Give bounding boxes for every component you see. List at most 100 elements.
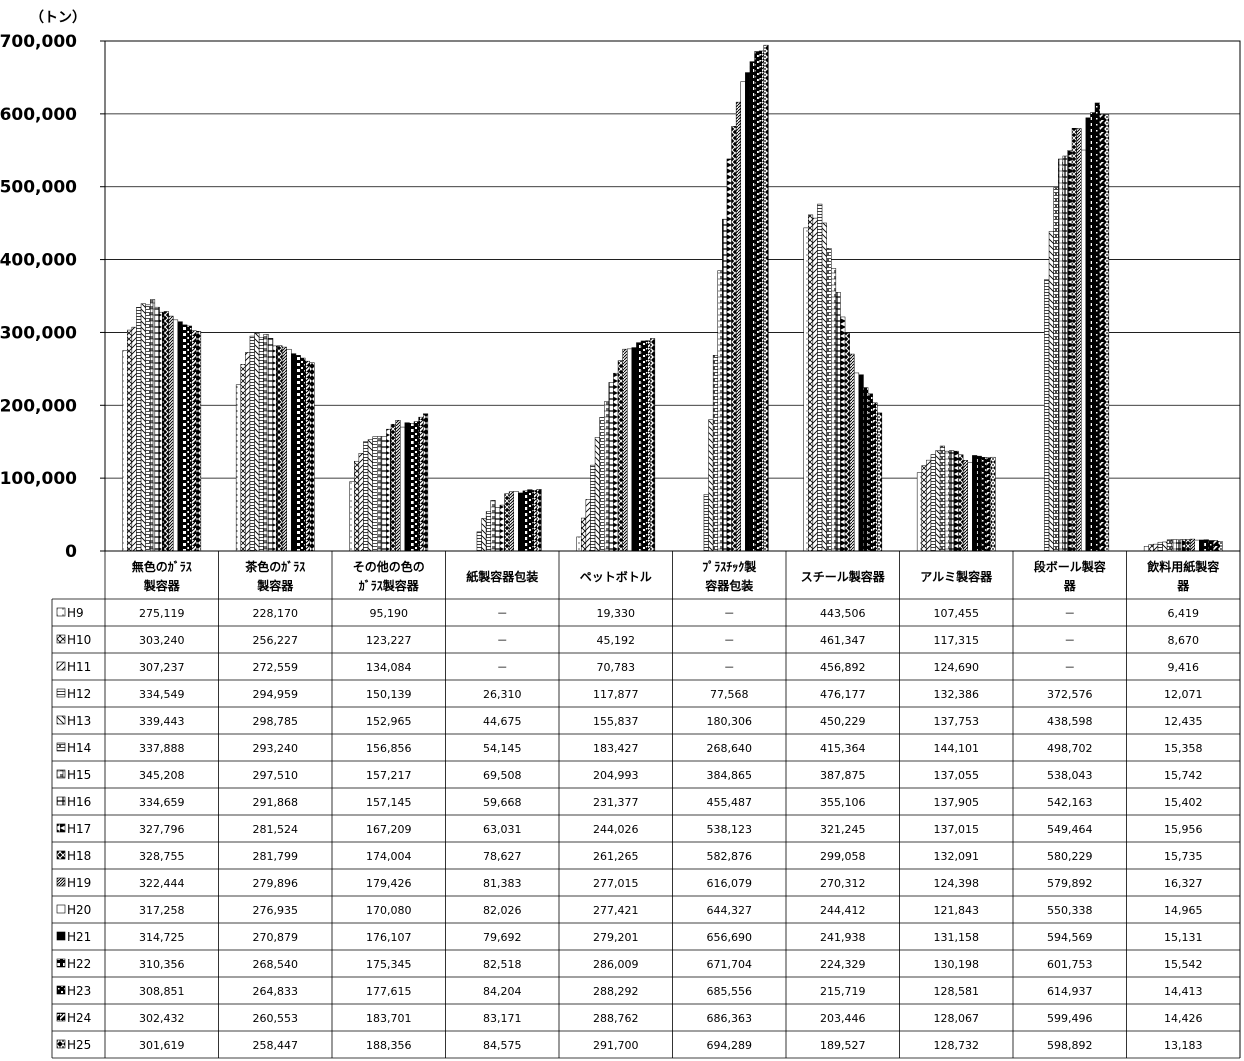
bar-H12-cat3 (476, 531, 482, 552)
table-cell: 498,702 (1047, 742, 1093, 755)
series-label: H17 (67, 822, 91, 836)
bar-H18-cat7 (958, 454, 964, 552)
table-cell: 594,569 (1047, 931, 1093, 944)
table-cell: 299,058 (820, 850, 866, 863)
bar-H17-cat4 (613, 372, 619, 552)
bar-H17-cat1 (272, 345, 278, 552)
table-cell: 310,356 (139, 958, 185, 971)
data-table: 無色のｶﾞﾗｽ 製容器 茶色のｶﾞﾗｽ 製容器 その他の色の ｶﾞﾗｽ製容器 紙製容器包装 ペ… (51, 551, 1241, 1059)
bar-H12-cat1 (249, 335, 255, 552)
table-cell: 277,421 (593, 904, 639, 917)
legend-key-H13 (56, 715, 66, 725)
table-cell: 15,735 (1164, 850, 1203, 863)
table-cell: 155,837 (593, 715, 639, 728)
table-cell: 204,993 (593, 769, 639, 782)
series-label: H14 (67, 741, 91, 755)
bar-H15-cat8 (1058, 158, 1064, 552)
table-cell: 275,119 (139, 607, 185, 620)
table-cell: 15,742 (1164, 769, 1203, 782)
bar-H25-cat6 (877, 412, 883, 552)
table-cell: 601,753 (1047, 958, 1093, 971)
table-cell: 128,581 (934, 985, 980, 998)
bar-H22-cat7 (976, 455, 982, 552)
bar-H15-cat2 (377, 436, 383, 552)
bar-H23-cat7 (981, 457, 987, 552)
bar-H25-cat7 (990, 456, 996, 552)
bar-H15-cat6 (831, 268, 837, 552)
table-cell: 308,851 (139, 985, 185, 998)
bar-H19-cat2 (395, 420, 401, 552)
series-label: H16 (67, 795, 91, 809)
table-cell: 121,843 (934, 904, 980, 917)
bar-H12-cat2 (363, 441, 369, 552)
table-cell: 301,619 (139, 1039, 185, 1052)
category-label: ﾌﾟﾗｽﾁｯｸ製 (702, 559, 757, 574)
table-cell: 291,700 (593, 1039, 639, 1052)
table-cell: 54,145 (483, 742, 522, 755)
series-label: H13 (67, 714, 91, 728)
bar-H20-cat2 (400, 426, 406, 552)
table-cell: 14,413 (1164, 985, 1203, 998)
bar-H21-cat4 (631, 347, 637, 552)
bar-H15-cat4 (604, 401, 610, 552)
bar-H19-cat9 (1189, 538, 1196, 552)
y-tick-label: 700,000 (0, 32, 77, 52)
legend-key-H20 (56, 904, 66, 914)
table-cell: 137,753 (934, 715, 980, 728)
table-cell: 189,527 (820, 1039, 866, 1052)
bar-H14-cat9 (1166, 539, 1173, 552)
table-cell: 671,704 (707, 958, 753, 971)
table-cell: 123,227 (366, 634, 412, 647)
bar-H15-cat3 (490, 500, 496, 552)
table-cell: 78,627 (483, 850, 522, 863)
bar-H21-cat8 (1085, 117, 1091, 552)
legend-key-H10 (56, 634, 66, 644)
table-cell: － (1064, 661, 1075, 674)
series-label: H18 (67, 849, 91, 863)
table-cell: 302,432 (139, 1012, 185, 1025)
table-cell: 268,540 (253, 958, 299, 971)
table-cell: 215,719 (820, 985, 866, 998)
y-tick-label: 200,000 (0, 396, 77, 416)
table-cell: 327,796 (139, 823, 185, 836)
bar-H24-cat5 (758, 50, 765, 552)
bar-H20-cat9 (1194, 539, 1200, 552)
table-cell: 83,171 (483, 1012, 522, 1025)
bar-H17-cat9 (1180, 539, 1186, 552)
table-cell: 297,510 (253, 769, 299, 782)
bar-H22-cat0 (182, 324, 188, 552)
table-cell: 279,201 (593, 931, 639, 944)
table-cell: 272,559 (253, 661, 299, 674)
table-cell: 128,067 (934, 1012, 980, 1025)
category-label: 製容器 (256, 578, 294, 593)
bar-H15-cat9 (1171, 539, 1177, 552)
legend-key-H19 (56, 877, 66, 887)
bar-H15-cat0 (150, 299, 156, 552)
bar-H23-cat2 (413, 421, 419, 552)
bar-H9-cat2 (349, 481, 355, 552)
table-cell: 455,487 (707, 796, 753, 809)
table-cell: 13,183 (1164, 1039, 1203, 1052)
y-tick-label: 300,000 (0, 323, 77, 343)
bars (122, 44, 1223, 552)
table-cell: 288,292 (593, 985, 639, 998)
bar-H23-cat5 (754, 51, 760, 552)
table-cell: 26,310 (483, 688, 522, 701)
table-cell: 443,506 (820, 607, 866, 620)
table-cell: 476,177 (820, 688, 866, 701)
bar-H17-cat0 (159, 311, 165, 552)
table-cell: 461,347 (820, 634, 866, 647)
bar-H25-cat8 (1104, 114, 1110, 552)
bar-H16-cat4 (608, 382, 614, 552)
bar-H14-cat6 (826, 248, 832, 552)
legend-key-H21 (56, 931, 66, 941)
bar-H10-cat0 (127, 329, 133, 552)
series-label: H9 (67, 606, 84, 620)
bar-H17-cat3 (499, 504, 505, 552)
bar-H20-cat0 (173, 319, 179, 552)
y-tick-label: 0 (65, 542, 77, 562)
bar-H25-cat1 (309, 362, 315, 552)
table-cell: 167,209 (366, 823, 412, 836)
table-cell: 157,217 (366, 769, 412, 782)
bar-H14-cat8 (1053, 187, 1059, 552)
